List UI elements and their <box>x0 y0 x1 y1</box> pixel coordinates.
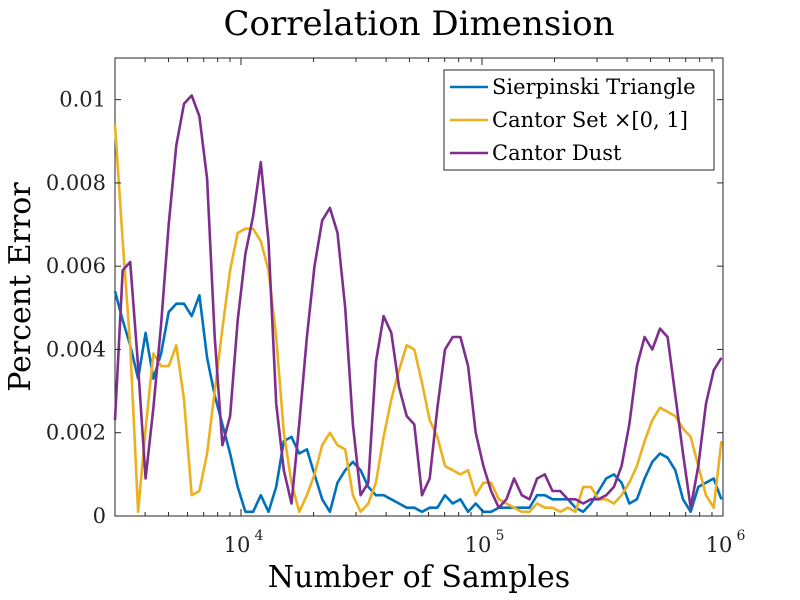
y-tick-label: 0 <box>93 504 106 528</box>
x-tick-label: 10 <box>224 533 251 557</box>
series-layer <box>113 94 723 514</box>
y-tick-label: 0.008 <box>46 171 106 195</box>
x-tick-label: 10 <box>706 533 733 557</box>
x-tick-label: 10 <box>465 533 492 557</box>
chart-title: Correlation Dimension <box>223 4 614 44</box>
x-tick-exponent: 5 <box>496 528 505 544</box>
legend: Sierpinski Triangle Cantor Set ×[0, 1] Can… <box>443 69 715 171</box>
series-line-sierpinski-triangle <box>113 290 723 514</box>
y-tick-label: 0.01 <box>59 88 106 112</box>
legend-label-sierpinski-triangle: Sierpinski Triangle <box>492 75 696 99</box>
x-axis-label: Number of Samples <box>268 560 570 595</box>
legend-label-cantor-set-0-1: Cantor Set ×[0, 1] <box>492 108 688 132</box>
x-tick-exponent: 6 <box>737 528 746 544</box>
y-tick-label: 0.002 <box>46 421 106 445</box>
legend-label-cantor-dust: Cantor Dust <box>492 141 622 165</box>
series-line-cantor-dust <box>113 94 723 510</box>
legend-box <box>443 69 715 171</box>
y-axis-label: Percent Error <box>3 182 38 392</box>
series-line-cantor-set-0-1 <box>113 124 723 514</box>
y-tick-label: 0.004 <box>46 337 106 361</box>
x-tick-exponent: 4 <box>255 528 264 544</box>
y-tick-label: 0.006 <box>46 254 106 278</box>
